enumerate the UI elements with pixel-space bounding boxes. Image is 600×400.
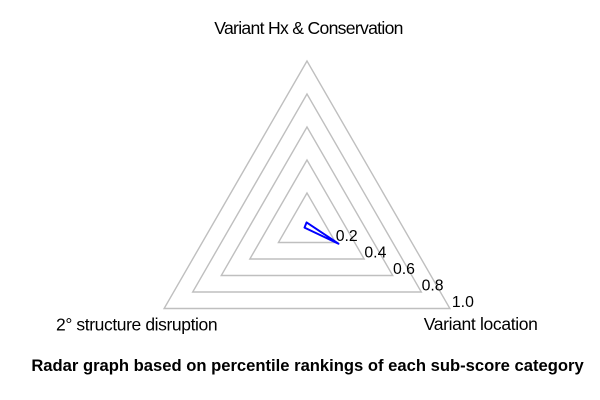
svg-text:2° structure disruption: 2° structure disruption bbox=[56, 315, 217, 335]
svg-text:0.2: 0.2 bbox=[336, 228, 358, 245]
svg-text:0.8: 0.8 bbox=[422, 278, 444, 295]
svg-text:Radar graph based on percentil: Radar graph based on percentile rankings… bbox=[31, 356, 584, 375]
svg-text:0.6: 0.6 bbox=[393, 261, 415, 278]
svg-text:0.4: 0.4 bbox=[364, 245, 386, 262]
svg-text:1.0: 1.0 bbox=[452, 294, 474, 311]
svg-text:Variant location: Variant location bbox=[424, 314, 538, 334]
svg-text:Variant Hx & Conservation: Variant Hx & Conservation bbox=[214, 18, 403, 38]
